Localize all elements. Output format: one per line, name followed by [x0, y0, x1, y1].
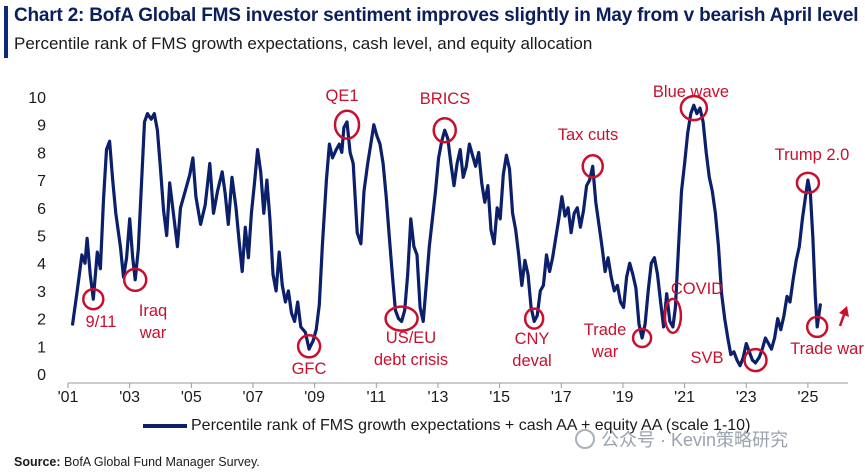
event-circle [679, 94, 709, 122]
y-tick-label: 8 [37, 145, 46, 162]
event-label-line: war [139, 324, 167, 342]
event-circle [122, 267, 148, 293]
y-tick-label: 5 [37, 229, 46, 246]
event-label: BRICS [420, 90, 470, 108]
event-label: GFC [292, 360, 327, 378]
event-label-line: GFC [292, 360, 327, 378]
event-circle [743, 347, 768, 373]
x-tick-label: '05 [181, 389, 202, 406]
event-label: Iraq war [139, 302, 168, 342]
x-tick-label: '21 [674, 389, 695, 406]
up-arrow-head [839, 306, 849, 317]
source-note: Source: BofA Global Fund Manager Survey. [14, 455, 260, 469]
event-circle [333, 109, 361, 140]
event-label-line: QE1 [325, 87, 358, 105]
source-label: Source: [14, 455, 61, 469]
event-circle [795, 171, 821, 195]
event-label-line: deval [512, 352, 551, 370]
event-circle [663, 297, 683, 335]
event-label-line: COVID [671, 280, 723, 298]
chart-title: Chart 2: BofA Global FMS investor sentim… [14, 5, 859, 26]
y-tick-label: 3 [37, 284, 46, 301]
event-label: COVID [671, 280, 723, 298]
event-label: US/EU debt crisis [374, 329, 448, 369]
event-label: Trade war [790, 340, 864, 358]
event-circle [432, 116, 457, 144]
event-label: SVB [690, 349, 723, 367]
event-label: Trade war [584, 321, 627, 361]
x-tick-label: '03 [119, 389, 140, 406]
x-tick-label: '07 [243, 389, 264, 406]
x-tick-label: '01 [58, 389, 79, 406]
event-label: Trump 2.0 [775, 146, 850, 164]
event-circle [581, 154, 604, 179]
legend-label: Percentile rank of FMS growth expectatio… [191, 417, 751, 434]
event-circle [296, 334, 322, 359]
x-tick-label: '25 [797, 389, 818, 406]
event-circle [523, 307, 545, 330]
legend: Percentile rank of FMS growth expectatio… [143, 417, 750, 435]
x-tick-label: '23 [736, 389, 757, 406]
x-tick-label: '19 [613, 389, 634, 406]
event-label: QE1 [325, 87, 358, 105]
x-tick-label: '09 [304, 389, 325, 406]
event-circle [384, 305, 419, 332]
event-label-line: debt crisis [374, 351, 448, 369]
event-circle [805, 315, 829, 339]
event-label: 9/11 [86, 313, 117, 331]
event-label: Blue wave [653, 83, 729, 101]
event-label-line: Blue wave [653, 83, 729, 101]
event-label-line: Trade [584, 321, 627, 339]
event-label-line: 9/11 [86, 313, 117, 331]
legend-line-swatch [143, 424, 187, 428]
y-tick-label: 4 [37, 256, 46, 273]
y-tick-label: 10 [28, 90, 46, 107]
series-line [71, 103, 822, 368]
y-tick-label: 9 [37, 118, 46, 135]
x-tick-label: '13 [428, 389, 449, 406]
event-label-line: SVB [690, 349, 723, 367]
event-label-line: Tax cuts [558, 126, 619, 144]
x-tick-label: '17 [551, 389, 572, 406]
event-label-line: Trade war [790, 340, 864, 358]
event-label-line: CNY [515, 330, 550, 348]
event-label-line: Trump 2.0 [775, 146, 850, 164]
y-tick-label: 1 [37, 339, 46, 356]
wechat-icon [575, 429, 595, 449]
title-accent-bar [4, 6, 8, 58]
y-tick-label: 7 [37, 173, 46, 190]
event-circle [631, 327, 653, 349]
y-tick-label: 6 [37, 201, 46, 218]
x-tick-label: '15 [489, 389, 510, 406]
event-label-line: US/EU [386, 329, 436, 347]
event-circle [82, 287, 105, 311]
chart-subtitle: Percentile rank of FMS growth expectatio… [14, 34, 593, 53]
watermark: 公众号 · Kevin策略研究 [575, 426, 788, 452]
y-tick-label: 2 [37, 312, 46, 329]
event-label: Tax cuts [558, 126, 619, 144]
event-label-line: war [591, 343, 619, 361]
event-label-line: Iraq [139, 302, 167, 320]
x-tick-label: '11 [366, 389, 386, 406]
y-tick-label: 0 [37, 367, 46, 384]
watermark-text: 公众号 · Kevin策略研究 [601, 430, 789, 450]
event-label: CNY deval [512, 330, 551, 370]
source-text: BofA Global Fund Manager Survey. [64, 455, 260, 469]
event-label-line: BRICS [420, 90, 470, 108]
